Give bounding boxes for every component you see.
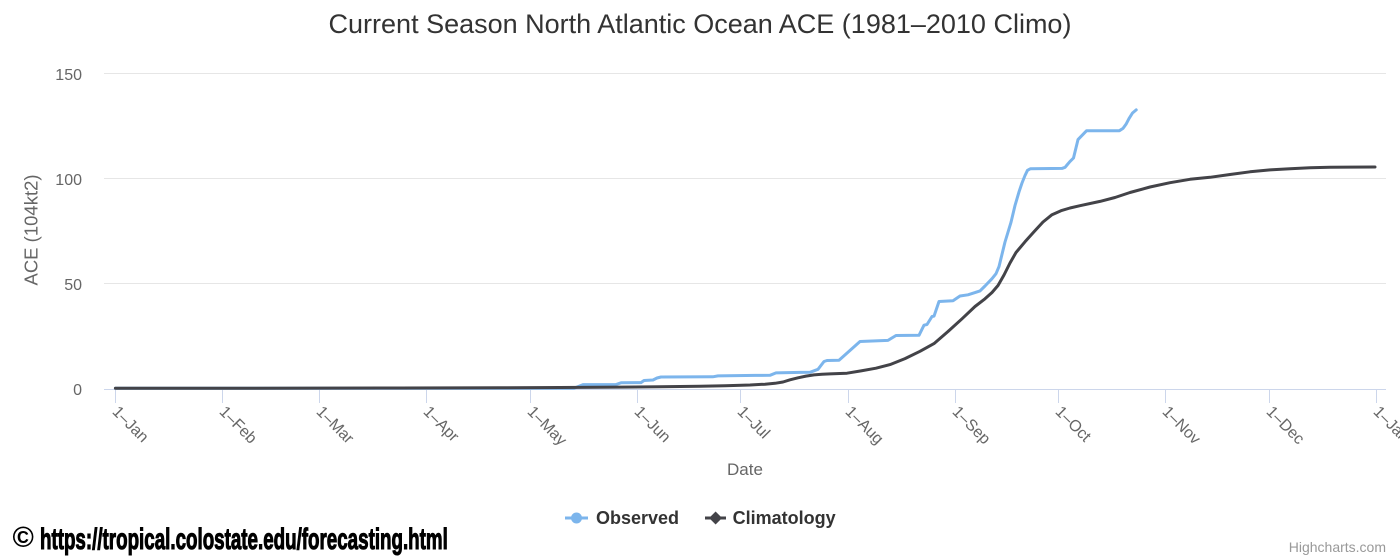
svg-text:https://tropical.colostate.edu: https://tropical.colostate.edu/forecasti…	[40, 523, 448, 557]
svg-text:Date: Date	[727, 460, 763, 479]
svg-text:150: 150	[55, 67, 82, 84]
svg-text:Observed: Observed	[596, 508, 679, 528]
svg-text:©: ©	[13, 522, 34, 554]
svg-text:50: 50	[64, 277, 82, 294]
svg-text:Current Season North Atlantic: Current Season North Atlantic Ocean ACE …	[329, 9, 1072, 39]
svg-text:ACE (104kt2): ACE (104kt2)	[21, 174, 42, 285]
svg-text:Highcharts.com: Highcharts.com	[1289, 539, 1386, 555]
svg-text:Climatology: Climatology	[733, 508, 836, 528]
svg-text:0: 0	[73, 382, 82, 399]
svg-text:100: 100	[55, 172, 82, 189]
